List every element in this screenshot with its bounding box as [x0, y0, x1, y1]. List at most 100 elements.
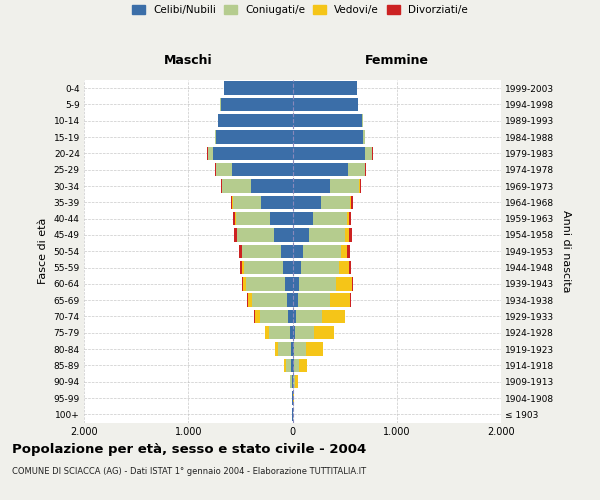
Bar — [313, 212, 347, 226]
Bar — [253, 294, 287, 307]
Bar — [347, 244, 350, 258]
Bar — [293, 146, 365, 160]
Bar — [350, 196, 351, 209]
Bar — [339, 261, 349, 274]
Bar — [293, 342, 295, 356]
Bar — [233, 212, 235, 226]
Text: Maschi: Maschi — [164, 54, 212, 68]
Bar — [292, 358, 293, 372]
Bar — [242, 277, 243, 290]
Bar — [237, 228, 274, 241]
Bar — [275, 342, 278, 356]
Bar — [293, 163, 348, 176]
Legend: Celibi/Nubili, Coniugati/e, Vedovi/e, Divorziati/e: Celibi/Nubili, Coniugati/e, Vedovi/e, Di… — [132, 5, 468, 15]
Bar — [274, 228, 293, 241]
Bar — [217, 130, 293, 144]
Bar — [215, 130, 217, 144]
Bar — [347, 212, 349, 226]
Bar — [233, 196, 261, 209]
Bar — [269, 326, 290, 340]
Bar — [239, 244, 242, 258]
Bar — [242, 244, 281, 258]
Bar — [314, 326, 334, 340]
Bar — [299, 277, 336, 290]
Bar — [293, 82, 357, 95]
Text: COMUNE DI SCIACCA (AG) - Dati ISTAT 1° gennaio 2004 - Elaborazione TUTTITALIA.IT: COMUNE DI SCIACCA (AG) - Dati ISTAT 1° g… — [12, 468, 366, 476]
Bar — [364, 130, 365, 144]
Bar — [293, 180, 330, 192]
Bar — [293, 244, 304, 258]
Bar — [295, 342, 307, 356]
Bar — [293, 130, 364, 144]
Bar — [293, 98, 358, 111]
Bar — [288, 310, 293, 323]
Bar — [322, 310, 345, 323]
Bar — [243, 277, 246, 290]
Bar — [290, 342, 293, 356]
Bar — [365, 146, 372, 160]
Bar — [293, 375, 295, 388]
Bar — [221, 98, 293, 111]
Bar — [298, 294, 329, 307]
Bar — [213, 146, 293, 160]
Bar — [320, 196, 350, 209]
Bar — [290, 326, 293, 340]
Bar — [295, 326, 314, 340]
Bar — [293, 212, 313, 226]
Bar — [287, 294, 293, 307]
Bar — [283, 261, 293, 274]
Bar — [349, 228, 352, 241]
Text: Femmine: Femmine — [365, 54, 429, 68]
Bar — [251, 180, 293, 192]
Y-axis label: Anni di nascita: Anni di nascita — [561, 210, 571, 292]
Bar — [301, 261, 339, 274]
Bar — [221, 180, 251, 192]
Bar — [349, 212, 352, 226]
Bar — [348, 163, 365, 176]
Bar — [232, 163, 293, 176]
Bar — [244, 261, 283, 274]
Bar — [352, 277, 353, 290]
Bar — [240, 261, 242, 274]
Bar — [234, 228, 236, 241]
Bar — [293, 277, 299, 290]
Bar — [284, 358, 286, 372]
Bar — [296, 310, 322, 323]
Bar — [304, 244, 341, 258]
Bar — [293, 392, 294, 404]
Bar — [293, 261, 301, 274]
Y-axis label: Fasce di età: Fasce di età — [38, 218, 48, 284]
Bar — [295, 375, 298, 388]
Bar — [246, 277, 284, 290]
Bar — [265, 326, 269, 340]
Bar — [231, 196, 232, 209]
Bar — [362, 114, 363, 128]
Bar — [278, 342, 290, 356]
Bar — [365, 163, 366, 176]
Bar — [218, 114, 293, 128]
Bar — [260, 310, 288, 323]
Bar — [359, 180, 361, 192]
Bar — [329, 294, 350, 307]
Bar — [293, 326, 295, 340]
Bar — [293, 294, 298, 307]
Bar — [242, 261, 244, 274]
Bar — [293, 196, 320, 209]
Bar — [293, 310, 296, 323]
Bar — [224, 82, 293, 95]
Bar — [299, 358, 307, 372]
Bar — [286, 358, 292, 372]
Bar — [269, 212, 293, 226]
Bar — [345, 228, 349, 241]
Bar — [284, 277, 293, 290]
Bar — [293, 358, 299, 372]
Bar — [336, 277, 352, 290]
Bar — [351, 196, 353, 209]
Bar — [248, 294, 253, 307]
Bar — [254, 310, 260, 323]
Bar — [307, 342, 323, 356]
Bar — [293, 228, 308, 241]
Bar — [290, 375, 292, 388]
Bar — [247, 294, 248, 307]
Bar — [293, 114, 362, 128]
